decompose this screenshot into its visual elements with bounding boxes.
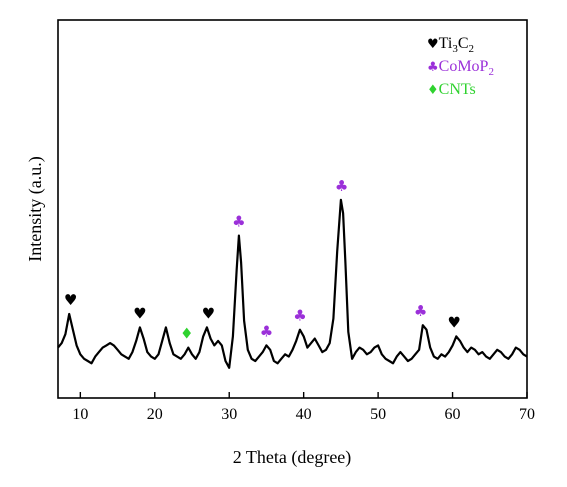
peak-marker-9: ♥ <box>447 313 460 331</box>
y-axis-title: Intensity (a.u.) <box>25 156 46 261</box>
x-axis-ticks <box>79 392 528 398</box>
peak-marker-6: ♣ <box>293 307 306 325</box>
x-axis-title: 2 Theta (degree) <box>233 447 352 468</box>
x-tick-label-70: 70 <box>519 406 535 423</box>
series-line-0 <box>57 198 528 369</box>
x-tick-label-10: 10 <box>72 406 88 423</box>
x-tick-label-60: 60 <box>445 406 461 423</box>
legend-item-0: ♥Ti3C2 <box>427 35 474 55</box>
legend-item-1: ♣CoMoP2 <box>427 58 494 78</box>
peak-marker-7: ♣ <box>335 177 348 195</box>
peak-marker-3: ♥ <box>202 304 215 322</box>
legend-item-2: ♦CNTs <box>427 81 476 98</box>
x-tick-label-30: 30 <box>221 406 237 423</box>
peak-marker-5: ♣ <box>260 322 273 340</box>
peak-marker-0: ♥ <box>64 291 77 309</box>
legend: ♥Ti3C2 ♣CoMoP2 ♦CNTs <box>427 35 494 98</box>
peak-markers: ♥ ♥ ♦ ♥ ♣ ♣ ♣ ♣ ♣ ♥ <box>64 177 461 343</box>
series-group <box>57 198 528 369</box>
peak-marker-2: ♦ <box>180 325 193 343</box>
peak-marker-8: ♣ <box>414 302 427 320</box>
x-tick-label-20: 20 <box>147 406 163 423</box>
peak-marker-4: ♣ <box>232 213 245 231</box>
x-tick-label-50: 50 <box>370 406 386 423</box>
plot-frame <box>57 19 528 399</box>
x-axis-tick-labels: 10 20 30 40 50 60 70 <box>72 406 535 423</box>
x-tick-label-40: 40 <box>296 406 312 423</box>
peak-marker-1: ♥ <box>133 304 146 322</box>
